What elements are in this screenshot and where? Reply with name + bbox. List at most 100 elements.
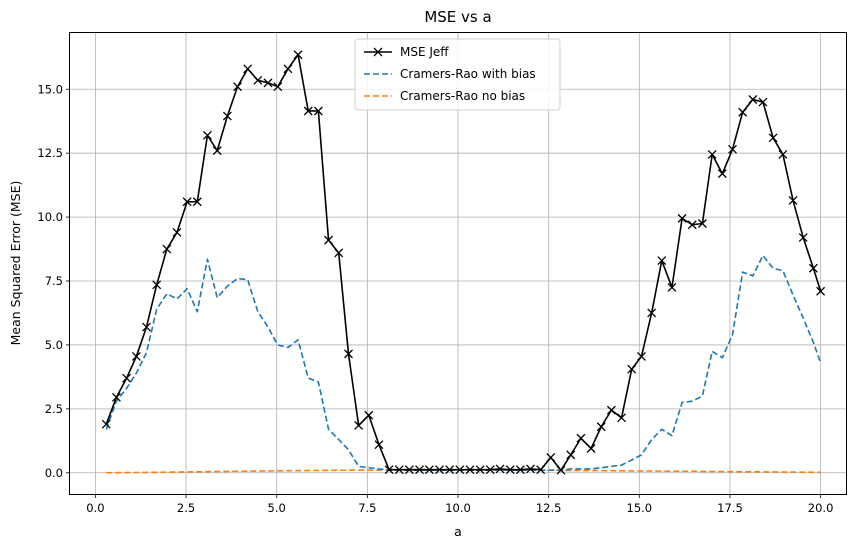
data-point <box>293 50 303 60</box>
data-point <box>576 433 586 443</box>
data-point <box>667 282 677 292</box>
data-point <box>778 149 788 159</box>
x-axis-title: a <box>454 524 462 539</box>
data-point <box>606 405 616 415</box>
data-point <box>657 256 667 266</box>
data-point <box>617 413 626 423</box>
data-point <box>384 465 394 475</box>
data-point <box>485 465 495 475</box>
legend-label-mse-jeff: MSE Jeff <box>400 45 449 59</box>
data-point <box>596 422 606 432</box>
data-point <box>586 444 596 453</box>
series-line-mse-jeff <box>105 53 822 472</box>
data-point <box>313 106 323 116</box>
x-tick-label: 20.0 <box>808 501 834 515</box>
data-point <box>505 465 515 475</box>
data-point <box>445 465 455 475</box>
data-point <box>364 410 374 420</box>
data-point <box>344 349 353 359</box>
data-point <box>717 169 727 179</box>
data-point <box>404 465 414 475</box>
x-tick-label: 10.0 <box>445 501 471 515</box>
data-point <box>435 465 444 475</box>
data-point <box>424 465 434 475</box>
x-tick-label: 0.0 <box>86 501 104 515</box>
grid <box>70 33 846 494</box>
data-point <box>546 452 556 462</box>
y-tick-label: 5.0 <box>45 338 63 352</box>
y-tick-label: 2.5 <box>45 402 63 416</box>
data-point <box>697 219 707 228</box>
legend-label-cramers-rao-with-bias: Cramers-Rao with bias <box>400 67 536 81</box>
data-point <box>122 373 132 383</box>
data-point <box>788 196 798 205</box>
data-point <box>394 465 404 475</box>
data-point <box>808 263 818 273</box>
data-point <box>182 197 192 207</box>
data-point <box>475 465 485 475</box>
y-tick-label: 7.5 <box>45 274 63 288</box>
data-point <box>222 111 232 121</box>
data-point <box>536 465 546 475</box>
data-point <box>526 464 535 474</box>
data-point <box>212 146 222 156</box>
data-point <box>152 280 162 290</box>
data-point <box>707 149 717 159</box>
data-point <box>687 220 697 230</box>
data-point <box>131 351 141 361</box>
data-point <box>738 107 748 117</box>
data-point <box>816 286 826 296</box>
y-tick-label: 12.5 <box>37 146 63 160</box>
data-point <box>647 308 657 318</box>
legend-marker <box>373 47 383 57</box>
y-tick-label: 10.0 <box>37 210 63 224</box>
data-point <box>273 82 283 92</box>
data-point <box>455 465 465 475</box>
data-point <box>415 465 425 475</box>
data-point <box>334 248 344 258</box>
data-point <box>111 392 121 402</box>
y-axis-title: Mean Squared Error (MSE) <box>8 181 23 346</box>
data-point <box>142 322 151 332</box>
data-point <box>495 464 505 474</box>
data-point <box>263 78 273 88</box>
data-point <box>374 440 384 450</box>
data-point <box>192 197 202 207</box>
data-point <box>354 421 364 430</box>
x-tick-label: 12.5 <box>536 501 562 515</box>
data-point <box>283 64 293 74</box>
data-point <box>324 235 334 245</box>
y-tick-label: 0.0 <box>45 466 63 480</box>
data-point <box>202 130 212 140</box>
legend-box <box>354 38 561 111</box>
y-tick-label: 15.0 <box>37 82 63 96</box>
legend-label-cramers-rao-no-bias: Cramers-Rao no bias <box>400 89 525 103</box>
data-point <box>768 133 778 143</box>
x-tick-label: 15.0 <box>627 501 653 515</box>
series-line-cramers-rao-with-bias <box>105 254 822 472</box>
data-point <box>798 233 808 243</box>
data-point <box>677 213 687 223</box>
legend: MSE Jeff Cramers-Rao with bias Cramers-Rao… <box>354 38 561 111</box>
data-point <box>566 450 576 460</box>
data-point <box>728 144 737 154</box>
data-point <box>515 465 525 475</box>
data-point <box>748 95 758 104</box>
data-point <box>637 351 646 361</box>
data-point <box>233 82 242 92</box>
data-point <box>162 244 172 254</box>
x-tick-label: 5.0 <box>268 501 286 515</box>
series-layer <box>101 50 826 475</box>
data-point <box>465 465 475 475</box>
x-tick-label: 2.5 <box>177 501 195 515</box>
data-point <box>556 465 566 475</box>
axis-ticks: 0.0 2.5 5.0 7.5 10.0 12.5 15.0 17.5 20.0 0.0 2.5 5.… <box>37 82 833 515</box>
data-point <box>303 106 313 116</box>
data-point <box>253 75 263 85</box>
data-point <box>101 419 111 429</box>
data-point <box>627 364 637 374</box>
chart-title: MSE vs a <box>424 8 491 26</box>
data-point <box>172 227 182 237</box>
x-tick-label: 7.5 <box>358 501 376 515</box>
